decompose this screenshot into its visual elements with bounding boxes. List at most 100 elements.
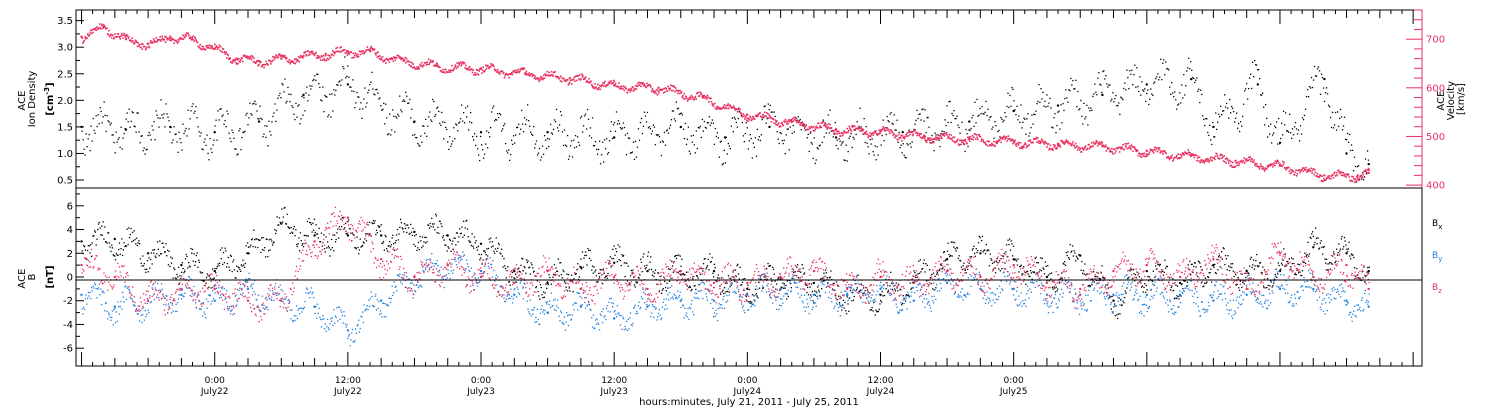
- data-point: [1127, 277, 1130, 279]
- data-point: [925, 131, 927, 134]
- data-point: [508, 149, 510, 151]
- data-point: [232, 261, 234, 263]
- data-point: [591, 265, 594, 267]
- data-point: [276, 109, 278, 111]
- density-ylabel: ACE Ion Density: [17, 71, 38, 128]
- data-point: [619, 86, 622, 88]
- data-point: [325, 236, 327, 238]
- data-point: [1172, 278, 1174, 280]
- data-point: [879, 303, 881, 305]
- data-point: [853, 125, 856, 127]
- data-point: [1036, 262, 1038, 264]
- data-point: [126, 34, 129, 37]
- data-point: [320, 241, 322, 243]
- data-point: [247, 242, 249, 244]
- data-point: [215, 45, 217, 47]
- data-point: [138, 45, 140, 47]
- data-point: [644, 85, 647, 88]
- data-point: [600, 85, 602, 88]
- data-point: [268, 239, 270, 241]
- data-point: [508, 281, 511, 283]
- data-point: [1205, 282, 1207, 284]
- data-point: [1323, 100, 1326, 103]
- data-point: [981, 235, 984, 237]
- data-point: [569, 290, 571, 292]
- data-point: [257, 118, 259, 120]
- data-point: [883, 294, 886, 297]
- data-point: [905, 294, 907, 296]
- data-point: [750, 116, 752, 119]
- data-point: [219, 108, 221, 110]
- data-point: [993, 137, 995, 139]
- data-point: [1264, 170, 1266, 172]
- data-point: [444, 121, 446, 124]
- data-point: [896, 287, 898, 289]
- data-point: [772, 266, 774, 268]
- data-point: [738, 278, 740, 280]
- data-point: [659, 275, 661, 278]
- data-point: [1028, 144, 1030, 146]
- data-point: [149, 267, 151, 269]
- data-point: [574, 273, 577, 275]
- data-point: [395, 115, 397, 118]
- data-point: [506, 150, 508, 152]
- data-point: [255, 103, 257, 105]
- data-point: [292, 106, 294, 109]
- data-point: [1231, 166, 1233, 169]
- data-point: [1161, 79, 1163, 81]
- data-point: [1224, 94, 1226, 96]
- data-point: [422, 125, 424, 127]
- data-point: [1329, 261, 1331, 264]
- trend-point: [723, 136, 727, 139]
- data-point: [873, 154, 875, 156]
- data-point: [254, 239, 256, 241]
- data-point: [692, 134, 694, 137]
- data-point: [1210, 139, 1212, 141]
- data-point: [772, 118, 775, 121]
- data-point: [947, 242, 949, 244]
- data-point: [1213, 266, 1215, 268]
- data-point: [617, 244, 619, 246]
- data-point: [1116, 147, 1119, 150]
- data-point: [374, 52, 377, 55]
- data-point: [309, 221, 311, 224]
- data-point: [1336, 111, 1339, 113]
- data-point: [1343, 174, 1345, 177]
- data-point: [362, 244, 364, 247]
- data-point: [1032, 141, 1034, 144]
- data-point: [1318, 248, 1320, 250]
- data-point: [537, 78, 540, 81]
- data-point: [632, 90, 635, 92]
- data-point: [452, 69, 454, 72]
- data-point: [140, 135, 142, 137]
- data-point: [719, 107, 721, 109]
- data-point: [298, 104, 300, 106]
- trend-point: [1367, 171, 1370, 175]
- data-point: [338, 81, 340, 83]
- data-point: [808, 150, 810, 153]
- data-point: [312, 222, 314, 224]
- data-point: [1300, 133, 1303, 135]
- data-point: [1249, 156, 1251, 158]
- data-point: [408, 233, 410, 235]
- data-point: [894, 288, 896, 290]
- data-point: [288, 227, 290, 229]
- data-point: [400, 57, 403, 59]
- data-point: [1206, 281, 1208, 283]
- data-point: [94, 28, 96, 31]
- data-point: [1226, 269, 1228, 271]
- data-point: [675, 101, 678, 103]
- data-point: [274, 57, 276, 60]
- data-point: [706, 98, 708, 100]
- data-point: [1129, 270, 1131, 272]
- data-point: [988, 249, 990, 251]
- data-point: [1169, 277, 1171, 279]
- data-point: [282, 216, 284, 218]
- data-point: [869, 292, 871, 294]
- data-point: [855, 133, 857, 136]
- data-point: [427, 224, 429, 226]
- data-point: [259, 61, 261, 64]
- data-point: [699, 267, 701, 270]
- data-point: [829, 123, 831, 126]
- data-point: [275, 120, 277, 122]
